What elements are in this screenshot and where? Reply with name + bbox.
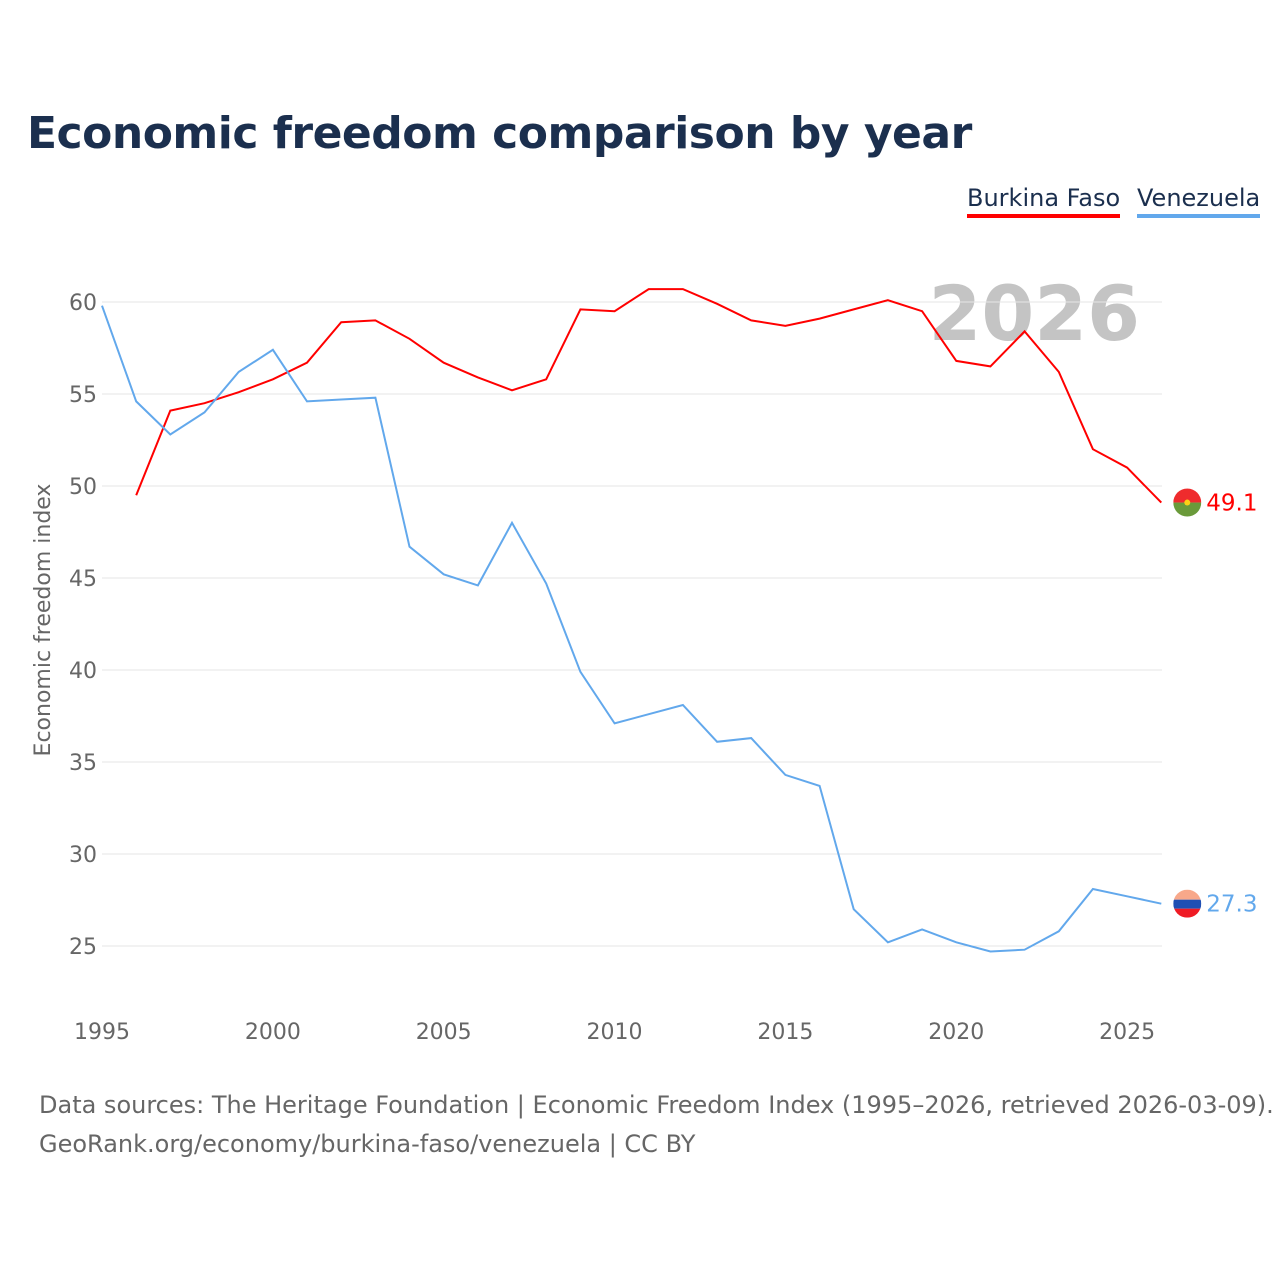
footer-link[interactable]: GeoRank.org/economy/burkina-faso/venezue… (39, 1130, 696, 1158)
y-tick-label: 55 (69, 383, 97, 408)
legend-burkina-faso[interactable]: Burkina Faso (967, 184, 1121, 218)
x-tick-label: 2005 (416, 1020, 472, 1045)
y-tick-label: 45 (69, 567, 97, 592)
flag-body (1173, 488, 1202, 517)
burkina-faso-flag-icon (1173, 488, 1202, 517)
chart-title: Economic freedom comparison by year (27, 108, 972, 159)
legend-venezuela[interactable]: Venezuela (1137, 184, 1261, 218)
flag-stripe (1173, 899, 1202, 909)
end-value-label: 27.3 (1206, 892, 1257, 918)
x-tick-label: 2000 (245, 1020, 301, 1045)
footer: Data sources: The Heritage Foundation | … (39, 1086, 1274, 1164)
footer-source: Data sources: The Heritage Foundation | … (39, 1091, 1274, 1119)
end-value-label: 49.1 (1206, 491, 1257, 517)
y-axis-label: Economic freedom index (31, 484, 56, 757)
y-tick-label: 40 (69, 659, 97, 684)
flag-stripe (1173, 502, 1202, 517)
y-tick-label: 30 (69, 843, 97, 868)
x-tick-label: 2020 (928, 1020, 984, 1045)
x-tick-label: 1995 (74, 1020, 130, 1045)
series-line-venezuela (101, 305, 1162, 953)
flag-stripe (1173, 908, 1202, 918)
y-tick-label: 25 (69, 935, 97, 960)
venezuela-flag-icon (1173, 889, 1202, 918)
x-tick-label: 2025 (1099, 1020, 1155, 1045)
flag-body (1173, 889, 1202, 918)
y-tick-label: 50 (69, 475, 97, 500)
series-line-burkina-faso (135, 288, 1163, 504)
flag-star (1184, 499, 1191, 506)
flag-stripe (1173, 889, 1202, 900)
flag-stripe (1173, 488, 1202, 503)
year-watermark: 2026 (928, 269, 1140, 358)
x-tick-label: 2015 (757, 1020, 813, 1045)
y-tick-label: 35 (69, 751, 97, 776)
x-tick-label: 2010 (587, 1020, 643, 1045)
y-tick-label: 60 (69, 291, 97, 316)
